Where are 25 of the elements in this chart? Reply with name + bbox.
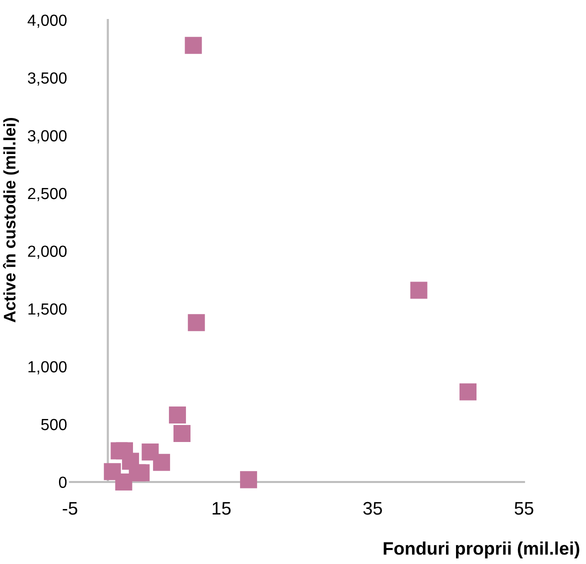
point [188, 314, 205, 332]
y-tick-label: 2,000 [28, 246, 67, 259]
point [132, 464, 150, 482]
y-tick-label: 1,000 [28, 361, 67, 374]
y-tick-label: 3,000 [28, 130, 67, 144]
x-tick-label: 35 [363, 502, 382, 515]
x-tick-label: 55 [514, 502, 534, 515]
x-axis-title: Fonduri proprii (mil.lei) [384, 542, 580, 558]
y-tick-label: 0 [58, 476, 67, 488]
x-tick-label: 15 [212, 502, 231, 515]
point [153, 454, 170, 471]
point [168, 406, 186, 424]
y-tick-label: 500 [41, 418, 67, 430]
y-axis-title: Active în custodie (mil.lei) [2, 118, 19, 322]
y-tick-label: 3,500 [28, 72, 67, 86]
point [115, 473, 132, 491]
point [173, 424, 190, 442]
y-tick-label: 4,000 [28, 14, 67, 28]
point [460, 383, 477, 400]
point [410, 282, 428, 299]
x-tick-label: -5 [62, 502, 78, 515]
y-tick-label: 1,500 [28, 303, 67, 317]
y-tick-label: 2,500 [28, 188, 67, 202]
point [240, 471, 258, 488]
point [184, 36, 202, 54]
